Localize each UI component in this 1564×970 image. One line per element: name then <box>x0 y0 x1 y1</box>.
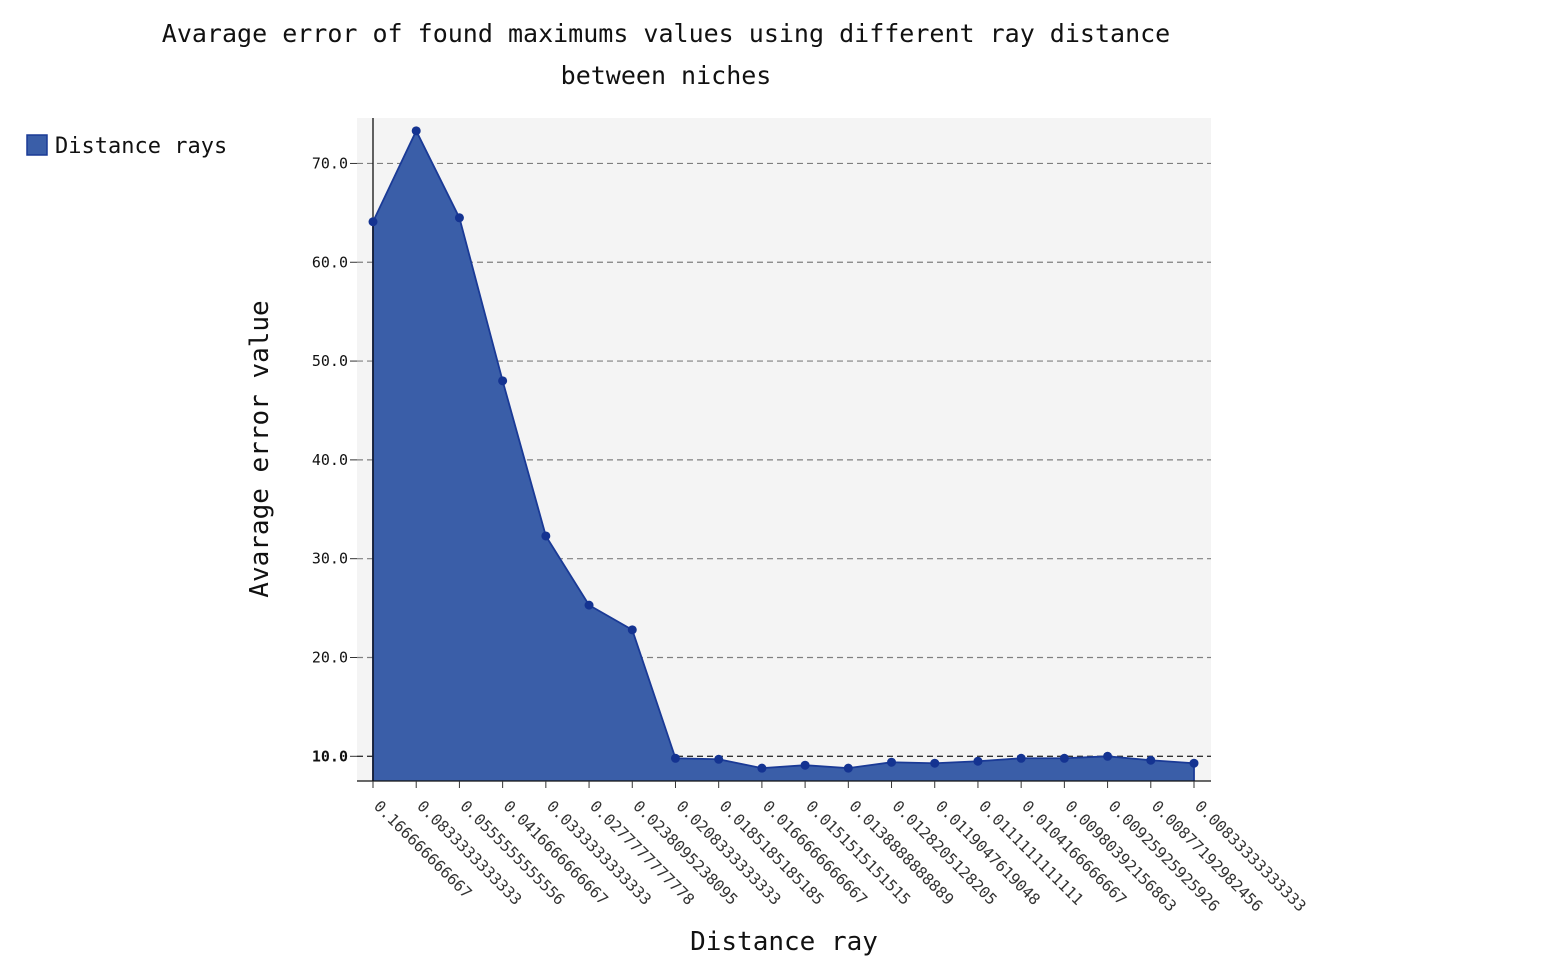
data-points <box>368 126 1199 773</box>
y-tick-label: 30.0 <box>312 550 348 568</box>
data-point <box>498 376 508 386</box>
data-point <box>1189 758 1199 768</box>
y-axis-ticks: 10.0 20.0 30.0 40.0 50.0 60.0 70.0 <box>312 154 357 765</box>
data-point <box>541 531 551 541</box>
chart-title-line-2: between niches <box>561 61 772 90</box>
data-point <box>930 758 940 768</box>
data-point <box>757 763 767 773</box>
y-tick-label: 60.0 <box>312 253 348 271</box>
data-point <box>584 600 594 610</box>
data-point <box>973 756 983 766</box>
data-point <box>627 625 637 635</box>
y-tick-label: 40.0 <box>312 451 348 469</box>
series-line <box>372 128 1195 770</box>
data-point <box>1016 753 1026 763</box>
data-point <box>1103 751 1113 761</box>
chart-title: Avarage error of found maximums values u… <box>162 19 1170 90</box>
legend: Distance rays <box>26 134 227 159</box>
x-axis-ticks: 0.1666666666670.08333333333330.055555555… <box>370 781 1309 915</box>
data-point <box>1059 753 1069 763</box>
legend-label[interactable]: Distance rays <box>55 134 227 159</box>
data-point <box>800 760 810 770</box>
axes <box>357 118 1211 782</box>
y-tick-label: 50.0 <box>312 352 348 370</box>
data-point <box>843 763 853 773</box>
legend-swatch[interactable] <box>26 134 48 156</box>
data-point <box>411 126 421 136</box>
data-point <box>1146 755 1156 765</box>
chart-title-line-1: Avarage error of found maximums values u… <box>162 19 1170 48</box>
series-area <box>373 130 1194 782</box>
data-point <box>670 753 680 763</box>
y-tick-label: 70.0 <box>312 154 348 172</box>
data-point <box>714 754 724 764</box>
data-point <box>368 217 378 227</box>
y-tick-label: 10.0 <box>312 747 348 765</box>
data-point <box>887 757 897 767</box>
y-axis-title: Avarage error value <box>245 300 275 597</box>
y-tick-label: 20.0 <box>312 648 348 666</box>
data-point <box>454 213 464 223</box>
x-axis-title: Distance ray <box>690 927 878 957</box>
